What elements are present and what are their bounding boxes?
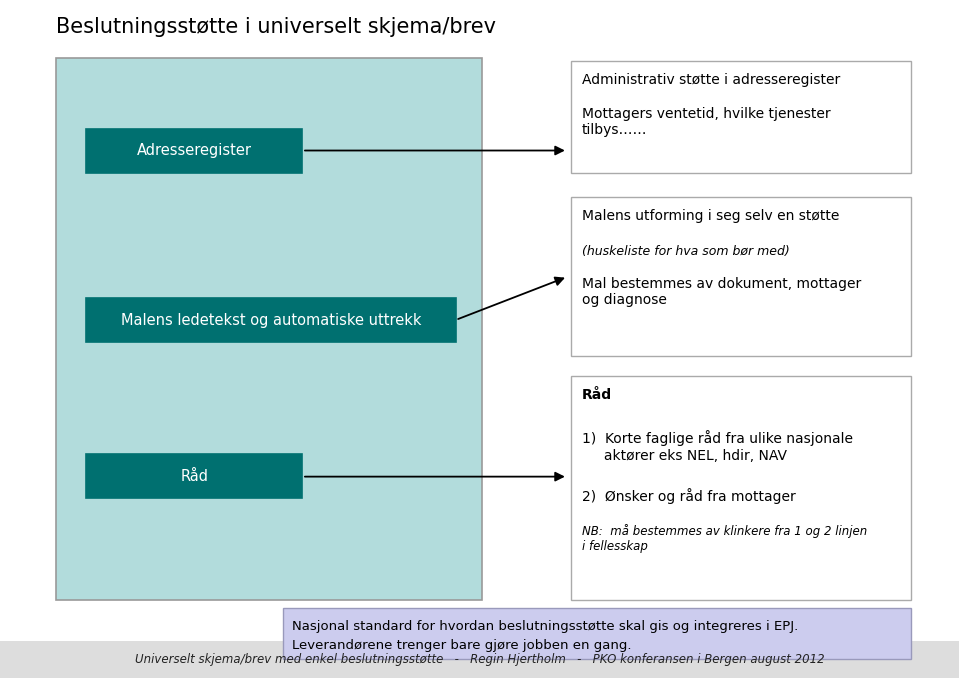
Text: Adresseregister: Adresseregister [137,143,251,159]
Text: NB:  må bestemmes av klinkere fra 1 og 2 linjen
i fellesskap: NB: må bestemmes av klinkere fra 1 og 2 … [582,524,867,553]
FancyBboxPatch shape [571,376,911,600]
Text: Leverandørene trenger bare gjøre jobben en gang.: Leverandørene trenger bare gjøre jobben … [292,639,632,652]
FancyBboxPatch shape [56,58,482,600]
Text: Mottagers ventetid, hvilke tjenester
tilbys……: Mottagers ventetid, hvilke tjenester til… [582,107,830,138]
Text: Mal bestemmes av dokument, mottager
og diagnose: Mal bestemmes av dokument, mottager og d… [582,277,861,307]
FancyBboxPatch shape [86,454,302,498]
Text: Malens ledetekst og automatiske uttrekk: Malens ledetekst og automatiske uttrekk [121,313,421,328]
Text: Universelt skjema/brev med enkel beslutningsstøtte   -   Regin Hjertholm   -   P: Universelt skjema/brev med enkel beslutn… [134,653,825,666]
Text: Malens utforming i seg selv en støtte: Malens utforming i seg selv en støtte [582,209,839,223]
Text: Beslutningsstøtte i universelt skjema/brev: Beslutningsstøtte i universelt skjema/br… [56,17,496,37]
FancyBboxPatch shape [0,641,959,678]
FancyBboxPatch shape [571,197,911,356]
Text: Nasjonal standard for hvordan beslutningsstøtte skal gis og integreres i EPJ.: Nasjonal standard for hvordan beslutning… [292,620,799,633]
FancyBboxPatch shape [86,129,302,173]
FancyBboxPatch shape [283,608,911,659]
Text: Råd: Råd [582,388,612,403]
FancyBboxPatch shape [86,298,456,342]
FancyBboxPatch shape [571,61,911,173]
Text: Administrativ støtte i adresseregister: Administrativ støtte i adresseregister [582,73,840,87]
Text: Råd: Råd [180,468,208,484]
Text: 1)  Korte faglige råd fra ulike nasjonale
     aktører eks NEL, hdir, NAV: 1) Korte faglige råd fra ulike nasjonale… [582,431,854,462]
Text: (huskeliste for hva som bør med): (huskeliste for hva som bør med) [582,245,790,258]
Text: 2)  Ønsker og råd fra mottager: 2) Ønsker og råd fra mottager [582,488,796,504]
